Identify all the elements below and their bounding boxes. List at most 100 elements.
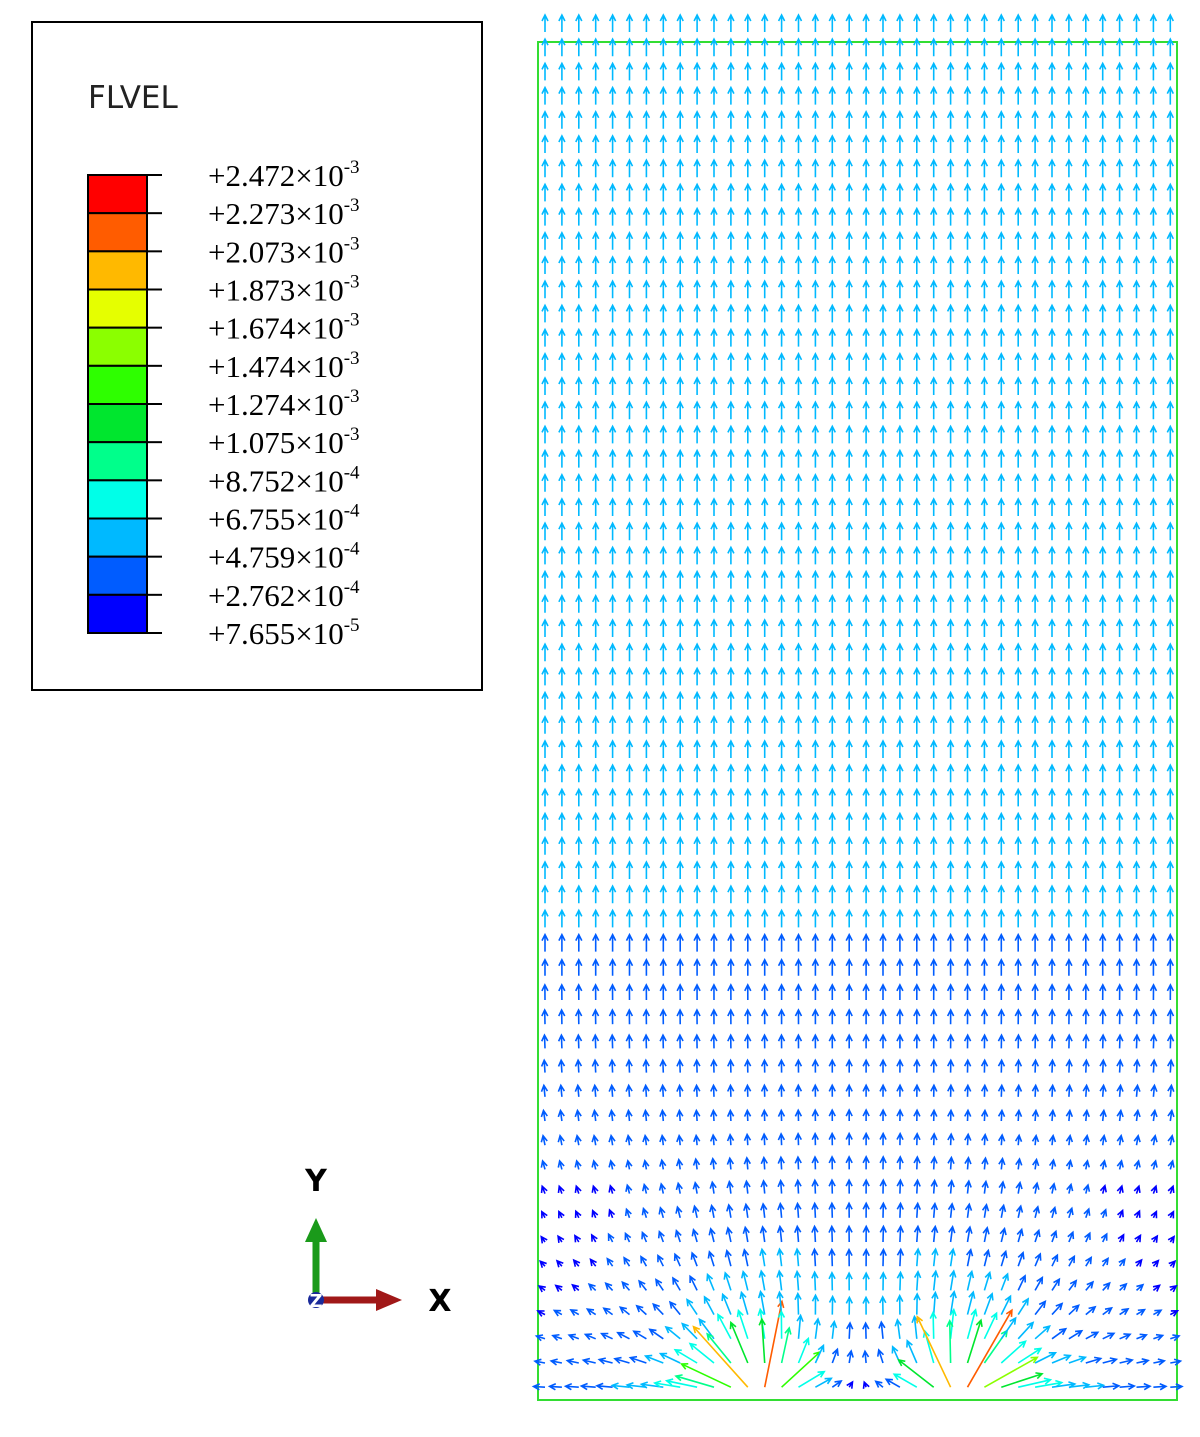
vector-arrow bbox=[1098, 860, 1107, 879]
vector-arrow bbox=[736, 1308, 749, 1340]
vector-arrow bbox=[997, 158, 1006, 178]
vector-arrow bbox=[997, 1058, 1006, 1073]
vector-arrow bbox=[642, 1033, 650, 1049]
vector-arrow bbox=[727, 521, 735, 541]
vector-arrow bbox=[963, 666, 972, 686]
vector-arrow bbox=[1065, 957, 1073, 976]
vector-arrow bbox=[692, 1204, 700, 1218]
vector-arrow bbox=[828, 85, 837, 105]
legend-label: +2.762×10-4 bbox=[208, 577, 360, 613]
vector-arrow bbox=[541, 569, 549, 589]
vector-arrow bbox=[896, 1033, 904, 1049]
vector-arrow bbox=[693, 545, 701, 565]
vector-arrow bbox=[760, 1083, 769, 1097]
vector-arrow bbox=[828, 1058, 836, 1073]
vector-arrow bbox=[744, 255, 752, 274]
vector-arrow bbox=[983, 1292, 994, 1315]
vector-arrow bbox=[879, 279, 887, 299]
vector-arrow bbox=[896, 400, 904, 420]
vector-arrow bbox=[760, 715, 769, 734]
vector-arrow bbox=[896, 473, 904, 492]
legend-label: +1.873×10-3 bbox=[208, 272, 360, 308]
vector-arrow bbox=[862, 1295, 870, 1315]
vector-arrow bbox=[541, 763, 549, 783]
vector-arrow bbox=[641, 1182, 650, 1194]
vector-arrow bbox=[557, 1159, 565, 1170]
vector-arrow bbox=[709, 1156, 718, 1170]
vector-arrow bbox=[575, 545, 583, 565]
vector-arrow bbox=[557, 1083, 566, 1097]
vector-arrow bbox=[1048, 811, 1056, 831]
vector-arrow bbox=[727, 497, 735, 516]
vector-arrow bbox=[862, 1247, 870, 1267]
vector-arrow bbox=[1014, 158, 1022, 178]
vector-arrow bbox=[1166, 327, 1175, 347]
vector-arrow bbox=[845, 1271, 853, 1291]
vector-arrow bbox=[743, 1179, 751, 1194]
vector-arrow bbox=[608, 642, 617, 662]
vector-arrow bbox=[760, 642, 769, 662]
vector-arrow bbox=[1065, 303, 1073, 323]
vector-arrow bbox=[963, 983, 972, 1001]
vector-arrow bbox=[1014, 352, 1022, 371]
vector-arrow bbox=[997, 811, 1006, 831]
vector-arrow bbox=[727, 811, 735, 831]
vector-arrow bbox=[574, 1209, 582, 1219]
vector-arrow bbox=[966, 1308, 978, 1340]
vector-arrow bbox=[1119, 1333, 1132, 1340]
vector-arrow bbox=[777, 1058, 786, 1073]
vector-arrow bbox=[541, 37, 549, 57]
vector-arrow bbox=[1133, 1209, 1141, 1219]
vector-arrow bbox=[862, 666, 870, 686]
vector-arrow bbox=[659, 424, 668, 444]
vector-arrow bbox=[862, 836, 870, 855]
vector-arrow bbox=[625, 1008, 634, 1025]
vector-arrow bbox=[1014, 739, 1022, 758]
vector-arrow bbox=[575, 303, 583, 323]
vector-arrow bbox=[591, 715, 600, 734]
vector-arrow bbox=[1098, 352, 1107, 371]
vector-arrow bbox=[1014, 715, 1022, 734]
vector-arrow bbox=[845, 1224, 853, 1243]
vector-arrow bbox=[597, 1357, 613, 1365]
vector-arrow bbox=[575, 473, 583, 492]
vector-arrow bbox=[879, 497, 887, 516]
vector-arrow bbox=[794, 110, 803, 129]
vector-arrow bbox=[794, 642, 803, 662]
vector-arrow bbox=[1082, 279, 1090, 299]
vector-arrow bbox=[558, 618, 566, 637]
vector-arrow bbox=[710, 206, 718, 226]
vector-arrow bbox=[760, 739, 769, 758]
vector-arrow bbox=[591, 1083, 599, 1097]
vector-arrow bbox=[676, 618, 684, 637]
vector-arrow bbox=[794, 1224, 802, 1243]
vector-arrow bbox=[760, 303, 769, 323]
vector-arrow bbox=[659, 473, 668, 492]
vector-arrow bbox=[777, 884, 786, 904]
vector-arrow bbox=[811, 666, 820, 686]
vector-arrow bbox=[1015, 1157, 1023, 1170]
vector-arrow bbox=[1166, 352, 1175, 371]
vector-arrow bbox=[794, 13, 803, 32]
vector-arrow bbox=[540, 1134, 548, 1146]
vector-arrow bbox=[575, 424, 583, 444]
vector-arrow bbox=[794, 37, 803, 57]
color-band bbox=[87, 364, 148, 406]
vector-arrow bbox=[1065, 424, 1073, 444]
vector-arrow bbox=[1166, 884, 1175, 904]
vector-arrow bbox=[558, 134, 566, 153]
vector-arrow bbox=[1082, 110, 1090, 129]
vector-arrow bbox=[727, 836, 735, 855]
vector-arrow bbox=[652, 1302, 664, 1316]
vector-arrow bbox=[1136, 1333, 1148, 1341]
vector-arrow bbox=[963, 763, 972, 783]
vector-arrow bbox=[1034, 1351, 1058, 1364]
vector-arrow bbox=[1119, 1382, 1137, 1391]
vector-arrow bbox=[1014, 957, 1022, 976]
vector-arrow bbox=[710, 1008, 718, 1025]
vector-arrow bbox=[913, 1108, 921, 1122]
vector-arrow bbox=[760, 690, 769, 710]
vector-arrow bbox=[913, 85, 921, 105]
vector-arrow bbox=[913, 739, 921, 758]
vector-arrow bbox=[997, 569, 1006, 589]
